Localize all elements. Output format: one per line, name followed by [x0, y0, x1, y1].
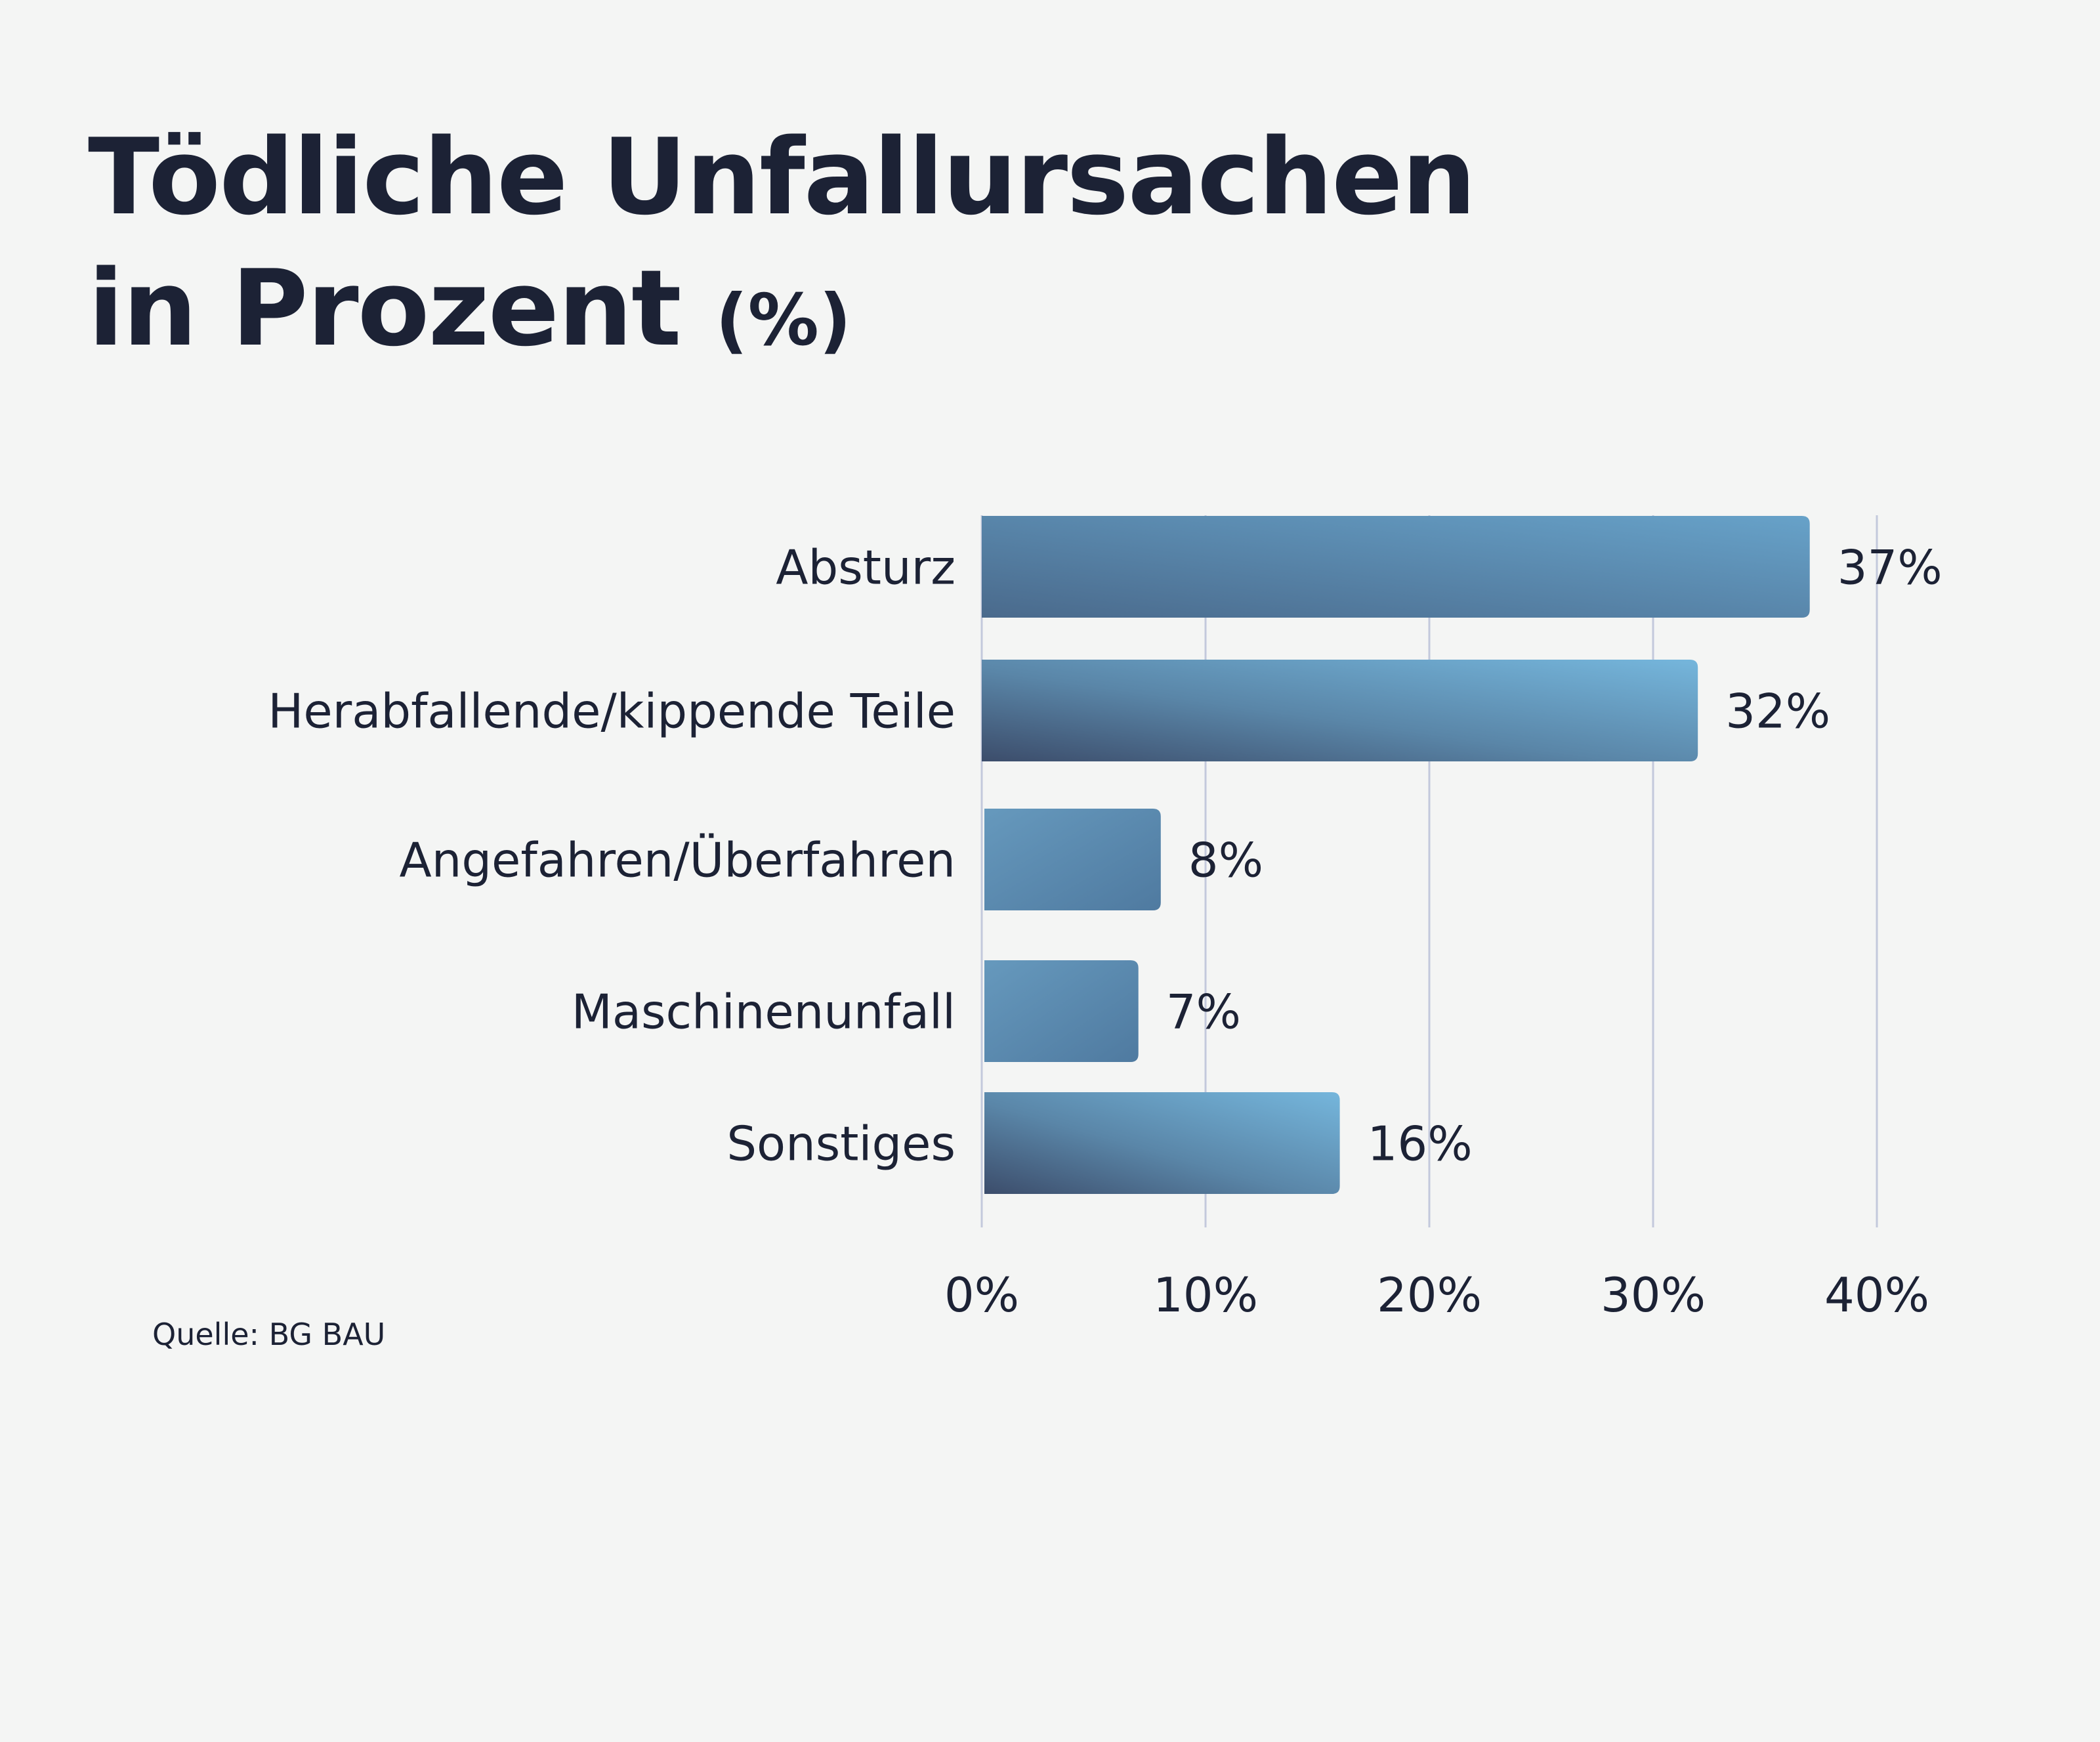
labels: 0% 10% 20% 30% 40% Absturz 37% Herabfallende/ki… — [268, 540, 1942, 1323]
title-line-1: Tödliche Unfallursachen — [88, 116, 1477, 238]
bar — [984, 1092, 1340, 1194]
bar — [982, 516, 1810, 618]
category-label: Maschinenunfall — [572, 984, 956, 1039]
value-label: 7% — [1166, 984, 1241, 1039]
x-tick-label: 20% — [1377, 1267, 1482, 1323]
value-label: 16% — [1368, 1116, 1473, 1171]
category-label: Angefahren/Überfahren — [399, 832, 956, 887]
category-label: Herabfallende/kippende Teile — [268, 683, 956, 738]
chart-title: Tödliche Unfallursachen in Prozent (%) — [88, 112, 1477, 387]
value-label: 37% — [1838, 540, 1942, 595]
source-note: Quelle: BG BAU — [152, 1317, 386, 1352]
x-tick-label: 0% — [944, 1267, 1019, 1323]
value-label: 8% — [1188, 832, 1263, 887]
gridlines — [980, 515, 1878, 1227]
bars — [982, 516, 1810, 1194]
x-tick-label: 10% — [1153, 1267, 1258, 1323]
bar — [984, 809, 1161, 910]
title-unit: (%) — [715, 280, 852, 362]
title-line-2-text: in Prozent — [88, 247, 682, 370]
x-tick-label: 30% — [1601, 1267, 1706, 1323]
bar — [984, 960, 1139, 1062]
x-tick-label: 40% — [1824, 1267, 1929, 1323]
title-line-2: in Prozent (%) — [88, 243, 1475, 387]
category-label: Absturz — [776, 540, 956, 595]
value-label: 32% — [1725, 683, 1830, 738]
bar — [982, 660, 1698, 761]
category-label: Sonstiges — [726, 1116, 956, 1171]
